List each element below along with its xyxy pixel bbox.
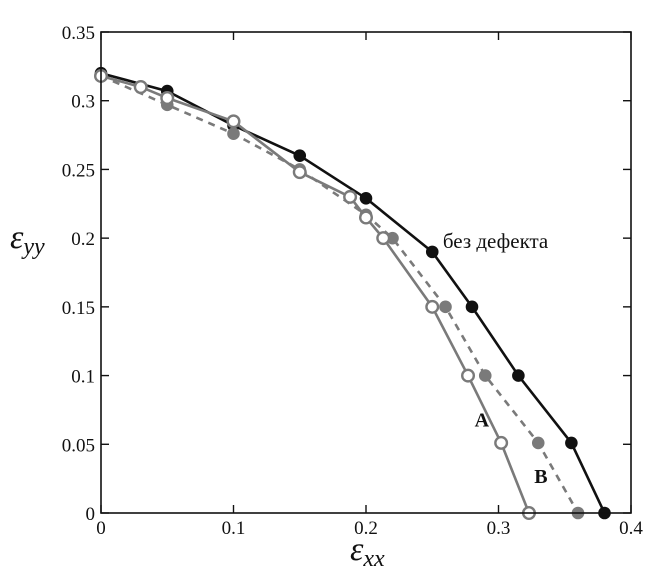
annotation-B: B <box>534 466 547 488</box>
y-tick-label: 0 <box>86 504 96 525</box>
y-tick-label: 0.15 <box>62 298 95 319</box>
data-point <box>461 368 476 383</box>
y-tick-label: 0.2 <box>71 229 95 250</box>
data-point <box>359 210 374 225</box>
data-point <box>512 369 525 382</box>
data-point <box>226 114 241 129</box>
y-tick-label: 0.35 <box>62 23 95 44</box>
y-axis-label-main: ε <box>10 219 24 256</box>
x-tick-label: 0.1 <box>222 518 246 539</box>
annotation-A: A <box>475 409 490 431</box>
x-axis-label-subscript: xx <box>362 546 385 570</box>
y-axis-label-subscript: yy <box>21 234 45 260</box>
data-point <box>293 149 307 162</box>
y-axis-label: εyy <box>10 219 45 260</box>
tick-labels: 0 0.1 0.2 0.3 0.4 0 0.05 0.1 0.15 0.2 0.25 0.3 0.35 <box>62 23 644 539</box>
y-tick-label: 0.25 <box>62 160 95 181</box>
y-tick-label: 0.05 <box>62 435 95 456</box>
annotation-bez: без дефекта <box>443 229 549 253</box>
x-tick-label: 0.3 <box>487 518 511 539</box>
plot-frame <box>100 31 632 514</box>
x-tick-label: 0.4 <box>619 518 643 539</box>
data-point <box>478 369 492 382</box>
data-point <box>376 231 391 246</box>
x-axis-label: εxx <box>350 531 385 570</box>
y-tick-label: 0.3 <box>71 92 95 113</box>
data-point <box>133 79 148 94</box>
data-point <box>565 436 578 450</box>
data-point <box>359 191 373 205</box>
data-point <box>425 245 439 259</box>
annotation-background <box>438 227 604 259</box>
data-point <box>494 435 509 450</box>
x-tick-label: 0.2 <box>354 518 378 539</box>
x-tick-label: 0 <box>96 518 106 539</box>
data-point <box>160 90 175 105</box>
data-point <box>465 300 479 314</box>
data-point <box>227 127 240 140</box>
y-tick-label: 0.1 <box>71 367 95 388</box>
data-point <box>343 189 358 204</box>
data-series <box>93 66 611 521</box>
x-axis-label-main: ε <box>350 531 364 568</box>
data-point <box>292 165 307 180</box>
series-line-gray-dashed <box>100 74 580 514</box>
data-point <box>439 300 452 314</box>
data-point <box>425 299 440 314</box>
data-point <box>531 436 545 450</box>
